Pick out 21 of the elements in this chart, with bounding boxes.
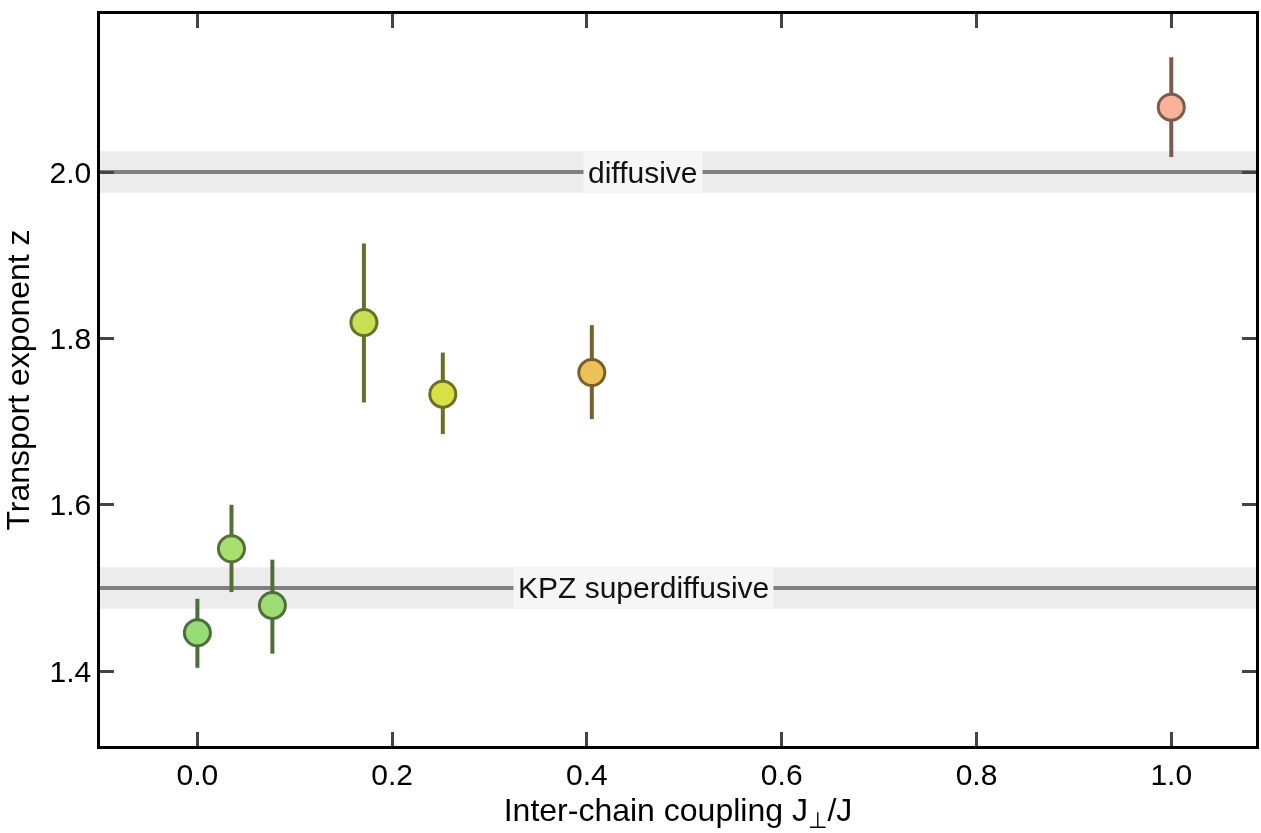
x-tick-label: 0.6 — [760, 757, 803, 791]
y-tick-label: 2.0 — [49, 155, 92, 189]
point — [349, 308, 379, 338]
x-tick-label: 0.8 — [955, 757, 998, 791]
point — [428, 379, 458, 409]
point — [216, 534, 246, 564]
point — [257, 590, 287, 620]
point — [1156, 92, 1186, 122]
x-tick-label: 0.0 — [176, 757, 219, 791]
x-tick-label: 0.2 — [371, 757, 414, 791]
y-tick-label: 1.6 — [49, 488, 92, 522]
y-tick-label: 1.8 — [49, 321, 92, 355]
point — [577, 358, 607, 387]
x-axis-title: Inter-chain coupling J$_{⊥}$/J — [503, 792, 853, 833]
y-tick-label: 1.4 — [49, 654, 92, 688]
point — [182, 618, 212, 648]
y-axis-title: Transport exponent z — [0, 229, 36, 531]
ref-line-label: diffusive — [588, 156, 698, 189]
ref-line-label: KPZ superdiffusive — [518, 571, 770, 604]
x-tick-label: 0.4 — [566, 757, 608, 791]
x-tick-label: 1.0 — [1150, 757, 1193, 791]
